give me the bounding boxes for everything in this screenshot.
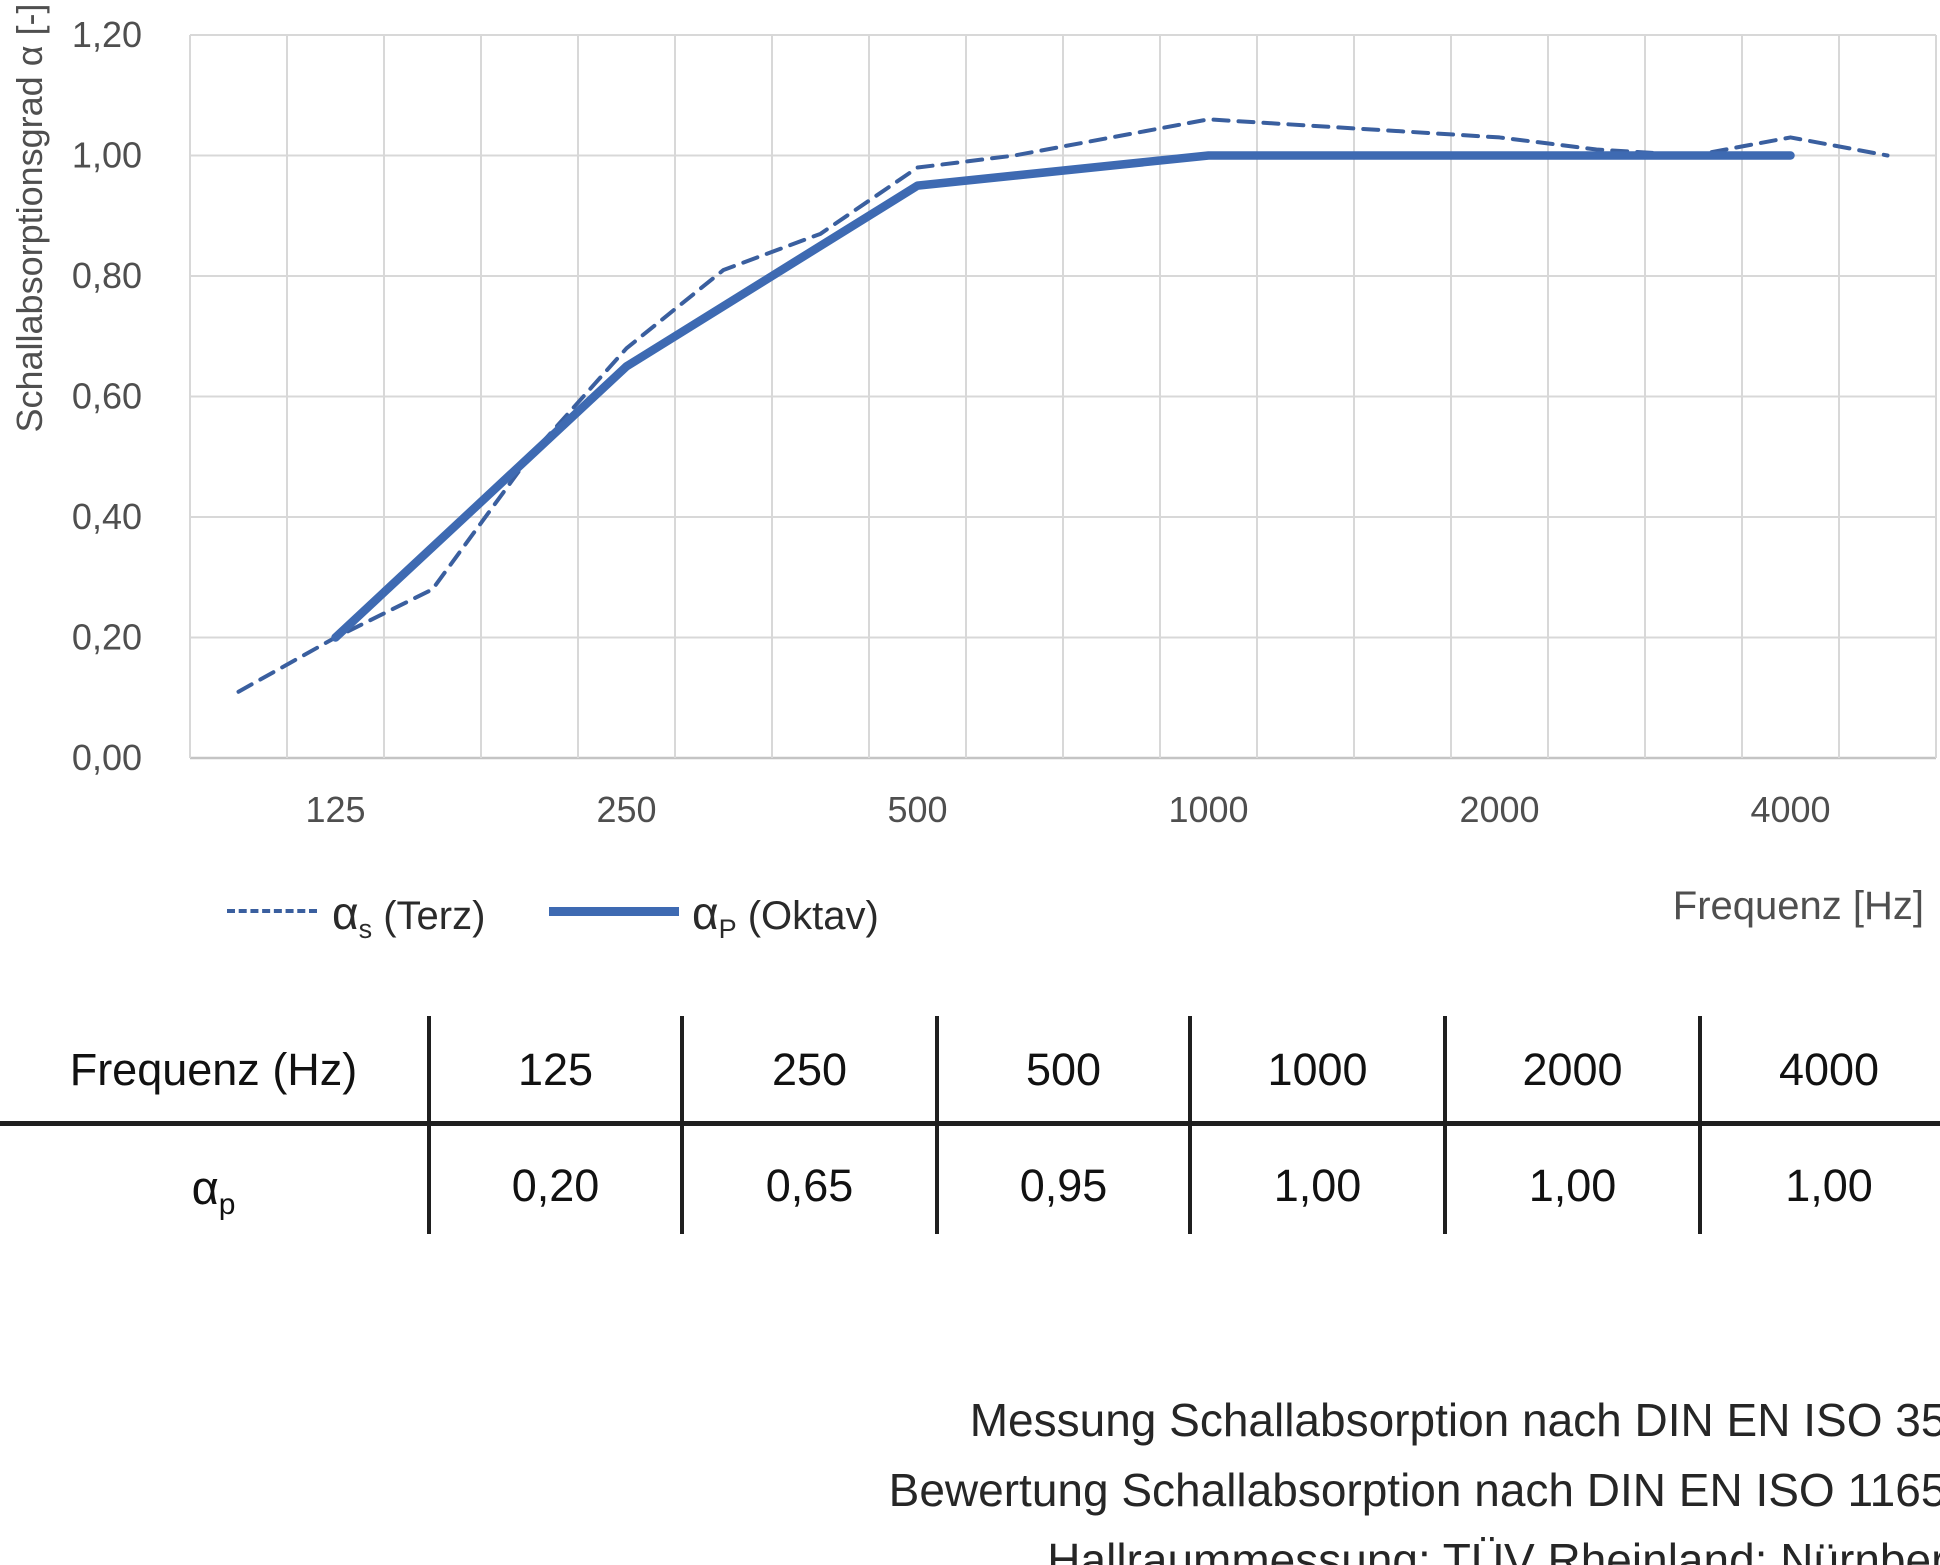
y-tick-label: 0,40 — [72, 496, 142, 537]
legend-oktav-symbol: α — [692, 887, 719, 939]
table-column-separator — [935, 1016, 939, 1234]
table-header-250: 250 — [771, 1044, 848, 1095]
table-header-1000: 1000 — [1267, 1044, 1368, 1095]
table-value-1000: 1,00 — [1273, 1160, 1362, 1211]
legend-oktav-subscript: P — [718, 914, 737, 944]
table-value-250: 0,65 — [765, 1160, 854, 1211]
legend-dashed-line-swatch — [227, 909, 317, 913]
note-measurement-standard: Messung Schallabsorption nach DIN EN ISO… — [969, 1394, 1940, 1446]
table-value-500: 0,95 — [1019, 1160, 1108, 1211]
table-column-separator — [427, 1016, 431, 1234]
table-column-separator — [680, 1016, 684, 1234]
x-axis-title: Frequenz [Hz] — [1672, 884, 1924, 928]
x-tick-label: 250 — [596, 789, 656, 830]
series-oktav — [331, 151, 1795, 642]
legend-terz-symbol: α — [332, 887, 359, 939]
y-tick-label: 0,80 — [72, 255, 142, 296]
note-rating-standard: Bewertung Schallabsorption nach DIN EN I… — [888, 1464, 1940, 1516]
series-terz — [236, 117, 1890, 694]
x-tick-label: 500 — [887, 789, 947, 830]
legend-label-oktav: αP (Oktav) — [692, 886, 879, 945]
alpha-symbol: α — [191, 1161, 219, 1214]
y-tick-label: 0,60 — [72, 376, 142, 417]
x-tick-label: 4000 — [1750, 789, 1830, 830]
y-tick-label: 0,00 — [72, 737, 142, 778]
table-value-4000: 1,00 — [1785, 1160, 1873, 1211]
legend-solid-line-swatch — [549, 907, 679, 916]
legend-oktav-text: (Oktav) — [736, 894, 879, 938]
table-row-label-alpha-p: αp — [0, 1160, 427, 1222]
table-value-2000: 1,00 — [1528, 1160, 1617, 1211]
table-value-125: 0,20 — [511, 1160, 600, 1211]
table-row-divider — [0, 1121, 1940, 1126]
legend-terz-subscript: s — [358, 914, 373, 944]
y-tick-label: 1,20 — [72, 14, 142, 55]
table-header-500: 500 — [1025, 1044, 1102, 1095]
table-header-4000: 4000 — [1778, 1044, 1880, 1095]
table-header-2000: 2000 — [1522, 1044, 1623, 1095]
y-tick-label: 1,00 — [72, 135, 142, 176]
legend-label-terz: αs (Terz) — [332, 886, 485, 945]
table-header-frequency: Frequenz (Hz) — [69, 1044, 358, 1095]
y-axis-title: Schallabsorptionsgrad α [-] — [9, 3, 50, 433]
x-tick-label: 125 — [305, 789, 365, 830]
measurement-notes: Messung Schallabsorption nach DIN EN ISO… — [0, 1385, 1940, 1565]
table-header-125: 125 — [517, 1044, 594, 1095]
table-column-separator — [1443, 1016, 1447, 1234]
x-tick-label: 1000 — [1168, 789, 1248, 830]
absorption-line-chart: 0,00 0,20 0,40 0,60 0,80 1,00 1,20 125 250 500 100… — [72, 14, 1937, 830]
table-column-separator — [1188, 1016, 1192, 1234]
x-tick-label: 2000 — [1459, 789, 1539, 830]
note-lab: Hallraummessung: TÜV Rheinland; Nürnberg — [1047, 1534, 1940, 1565]
legend-terz-text: (Terz) — [372, 894, 486, 938]
table-column-separator — [1698, 1016, 1702, 1234]
y-tick-label: 0,20 — [72, 617, 142, 658]
alpha-subscript: p — [218, 1188, 236, 1221]
